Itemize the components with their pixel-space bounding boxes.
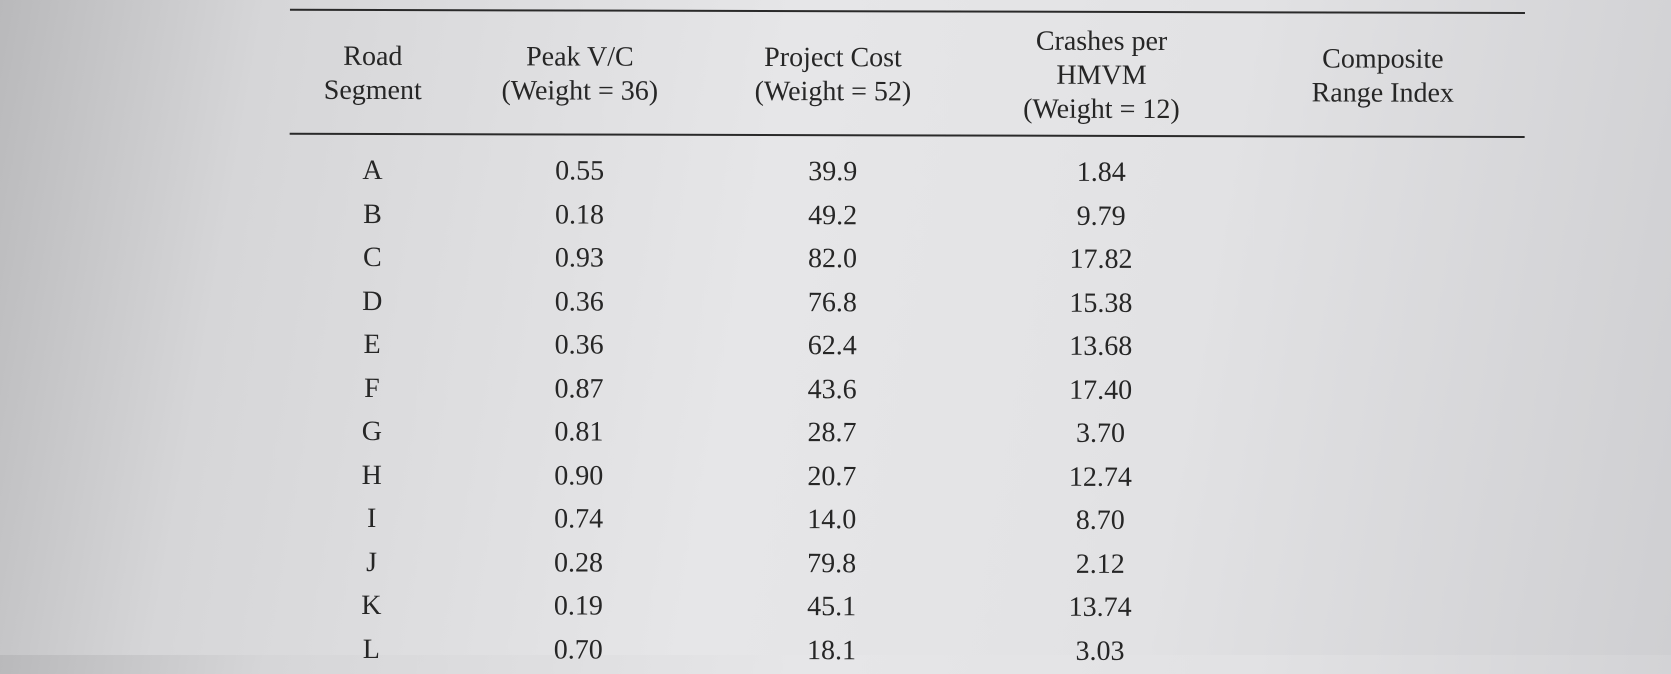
cell-crashes-per-hmvm: 17.82 <box>1069 244 1133 276</box>
cell-project-cost: 18.1 <box>806 634 857 666</box>
cell-crashes-per-hmvm: 2.12 <box>1075 548 1125 580</box>
cell-project-cost: 49.2 <box>808 199 858 231</box>
cell-composite-range-index <box>1240 543 1524 587</box>
cell-project-cost: 28.7 <box>807 417 857 449</box>
cell-road-segment: A <box>362 155 383 187</box>
cell-project-cost: 76.8 <box>807 286 857 318</box>
cell-peak-vc: 0.28 <box>554 547 604 579</box>
header-line: Peak V/C <box>526 41 634 73</box>
table-row: L 0.70 18.1 3.03 <box>288 627 1523 674</box>
cell-peak-vc: 0.87 <box>554 373 604 405</box>
cell-project-cost: 20.7 <box>807 460 857 492</box>
cell-road-segment: K <box>361 590 382 622</box>
cell-composite-range-index <box>1240 412 1524 456</box>
cell-composite-range-index <box>1240 325 1524 369</box>
cell-peak-vc: 0.36 <box>554 329 604 361</box>
cell-crashes-per-hmvm: 15.38 <box>1069 287 1133 319</box>
cell-composite-range-index <box>1241 137 1525 195</box>
cell-composite-range-index <box>1240 369 1524 413</box>
header-peak-vc: Peak V/C (Weight = 36) <box>456 13 704 136</box>
document-photo: Road Segment Peak V/C (Weight = 36) Project … <box>289 8 1525 667</box>
cell-road-segment: J <box>366 546 378 578</box>
cell-crashes-per-hmvm: 3.03 <box>1075 635 1125 667</box>
header-line: Project Cost <box>764 42 902 74</box>
cell-project-cost: 39.9 <box>808 156 858 188</box>
cell-project-cost: 43.6 <box>807 373 857 405</box>
table-row: G 0.81 28.7 3.70 <box>289 410 1524 457</box>
table-row: J 0.28 79.8 2.12 <box>288 540 1523 587</box>
cell-project-cost: 79.8 <box>807 547 857 579</box>
cell-project-cost: 14.0 <box>807 504 857 536</box>
cell-road-segment: E <box>363 329 381 361</box>
table-row: I 0.74 14.0 8.70 <box>289 497 1524 544</box>
cell-project-cost: 45.1 <box>807 591 857 623</box>
header-line: (Weight = 52) <box>754 75 912 108</box>
cell-road-segment: L <box>362 633 380 665</box>
header-line: Road <box>343 40 403 73</box>
cell-peak-vc: 0.90 <box>554 460 604 492</box>
table-row: B 0.18 49.2 9.79 <box>289 192 1524 239</box>
header-line: Segment <box>323 74 422 107</box>
table-row: H 0.90 20.7 12.74 <box>289 453 1524 500</box>
cell-crashes-per-hmvm: 17.40 <box>1069 374 1133 406</box>
cell-peak-vc: 0.70 <box>553 634 603 666</box>
cell-crashes-per-hmvm: 9.79 <box>1076 200 1126 232</box>
cell-crashes-per-hmvm: 1.84 <box>1076 157 1126 189</box>
cell-road-segment: D <box>362 285 383 317</box>
cell-road-segment: I <box>366 503 377 535</box>
cell-project-cost: 62.4 <box>807 330 857 362</box>
table-row: A 0.55 39.9 1.84 <box>289 135 1524 196</box>
cell-composite-range-index <box>1240 282 1524 326</box>
header-road-segment: Road Segment <box>290 13 456 135</box>
header-line: Range Index <box>1311 77 1454 109</box>
cell-road-segment: C <box>362 242 382 274</box>
cell-peak-vc: 0.19 <box>553 590 603 622</box>
cell-peak-vc: 0.36 <box>554 286 604 318</box>
road-segment-table: Road Segment Peak V/C (Weight = 36) Project … <box>288 13 1525 674</box>
cell-road-segment: G <box>361 416 383 448</box>
table-row: D 0.36 76.8 15.38 <box>289 279 1524 326</box>
cell-road-segment: H <box>361 459 382 491</box>
header-line: HMVM <box>1056 59 1147 92</box>
cell-road-segment: B <box>363 198 382 230</box>
header-crashes-per-hmvm: Crashes per HMVM (Weight = 12) <box>962 15 1241 138</box>
cell-composite-range-index <box>1239 630 1523 674</box>
cell-project-cost: 82.0 <box>807 243 858 275</box>
cell-crashes-per-hmvm: 13.68 <box>1069 331 1133 363</box>
table-row: E 0.36 62.4 13.68 <box>289 323 1524 370</box>
cell-crashes-per-hmvm: 8.70 <box>1075 505 1125 537</box>
cell-composite-range-index <box>1240 238 1524 282</box>
header-composite-range-index: Composite Range Index <box>1241 15 1525 138</box>
cell-composite-range-index <box>1240 456 1524 500</box>
table-row: K 0.19 45.1 13.74 <box>288 584 1523 631</box>
header-project-cost: Project Cost (Weight = 52) <box>704 14 963 137</box>
cell-crashes-per-hmvm: 12.74 <box>1068 461 1132 493</box>
cell-road-segment: F <box>364 372 380 404</box>
header-line: Composite <box>1322 43 1444 75</box>
cell-crashes-per-hmvm: 13.74 <box>1068 592 1132 624</box>
header-line: Crashes per <box>1035 25 1168 58</box>
cell-peak-vc: 0.74 <box>554 503 604 535</box>
cell-crashes-per-hmvm: 3.70 <box>1076 418 1126 450</box>
header-line: (Weight = 12) <box>1023 93 1180 126</box>
cell-peak-vc: 0.55 <box>555 155 605 187</box>
cell-composite-range-index <box>1239 586 1523 630</box>
header-line: (Weight = 36) <box>501 75 659 107</box>
cell-peak-vc: 0.81 <box>554 416 604 448</box>
cell-peak-vc: 0.18 <box>554 199 605 231</box>
cell-peak-vc: 0.93 <box>554 242 604 274</box>
table-row: F 0.87 43.6 17.40 <box>289 366 1524 413</box>
cell-composite-range-index <box>1240 499 1524 543</box>
table-row: C 0.93 82.0 17.82 <box>289 236 1524 283</box>
header-row: Road Segment Peak V/C (Weight = 36) Project … <box>290 13 1525 138</box>
cell-composite-range-index <box>1240 195 1524 239</box>
